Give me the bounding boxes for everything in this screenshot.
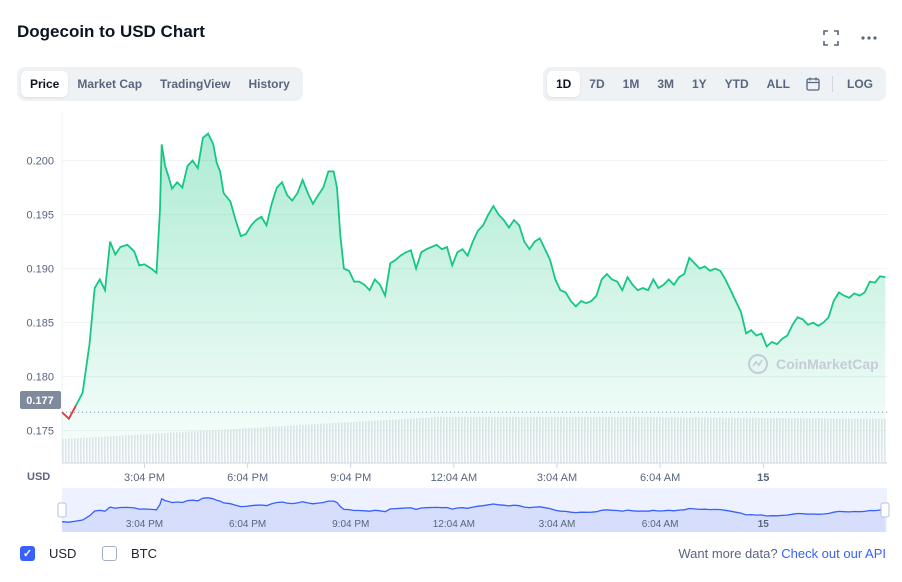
x-tick-label: 6:04 AM — [640, 472, 680, 484]
navigator-right-handle[interactable] — [880, 502, 890, 518]
price-area — [62, 133, 886, 463]
range-ytd[interactable]: YTD — [724, 77, 749, 91]
api-promo-text: Want more data? — [678, 546, 778, 561]
x-tick-label: 15 — [757, 472, 769, 484]
range-3m[interactable]: 3M — [657, 77, 674, 91]
y-axis-unit: USD — [27, 471, 50, 483]
navigator-left-handle[interactable] — [57, 502, 67, 518]
calendar-button[interactable] — [799, 71, 827, 97]
current-price-tag-bg — [20, 391, 61, 409]
log-scale-button[interactable]: LOG — [847, 77, 873, 91]
range-all[interactable]: ALL — [766, 77, 790, 91]
navigator-x-tick-label: 3:04 PM — [126, 519, 163, 530]
x-tick-label: 6:04 PM — [227, 472, 268, 484]
y-tick-label: 0.190 — [26, 264, 54, 276]
calendar-icon — [806, 77, 820, 91]
api-link[interactable]: Check out our API — [781, 546, 886, 561]
price-dip-segment — [61, 405, 77, 421]
chart-type-tabs: Price Market Cap TradingView History — [17, 67, 303, 101]
x-tick-label: 3:04 AM — [537, 472, 577, 484]
btc-checkbox[interactable] — [102, 546, 117, 561]
tab-history[interactable]: History — [248, 77, 290, 91]
currency-toggle-usd[interactable]: ✓ USD — [20, 546, 76, 561]
usd-checkbox[interactable]: ✓ — [20, 546, 35, 561]
navigator-x-tick-label: 15 — [758, 519, 770, 530]
currency-toggle-btc[interactable]: BTC — [102, 546, 157, 561]
more-icon[interactable] — [858, 27, 880, 49]
navigator-x-tick-label: 6:04 PM — [229, 519, 266, 530]
current-price-tag: 0.177 — [26, 395, 54, 407]
x-tick-label: 9:04 PM — [330, 472, 371, 484]
navigator-x-tick-label: 9:04 PM — [332, 519, 369, 530]
api-promo: Want more data? Check out our API — [678, 546, 886, 561]
usd-label: USD — [49, 546, 77, 561]
x-tick-label: 3:04 PM — [124, 472, 165, 484]
range-7d[interactable]: 7D — [589, 77, 605, 91]
navigator-area — [62, 497, 886, 532]
btc-label: BTC — [131, 546, 157, 561]
page-title: Dogecoin to USD Chart — [17, 22, 205, 41]
y-tick-label: 0.185 — [26, 318, 54, 330]
tab-price[interactable]: Price — [21, 71, 69, 97]
toolbar-divider — [832, 76, 833, 92]
navigator-x-tick-label: 3:04 AM — [539, 519, 576, 530]
y-tick-label: 0.200 — [26, 156, 54, 168]
x-tick-label: 12:04 AM — [431, 472, 477, 484]
y-tick-label: 0.175 — [26, 426, 54, 438]
range-1m[interactable]: 1M — [622, 77, 640, 91]
tab-market-cap[interactable]: Market Cap — [77, 77, 143, 91]
navigator-x-tick-label: 12:04 AM — [433, 519, 475, 530]
y-tick-label: 0.180 — [26, 372, 54, 384]
range-navigator[interactable]: 3:04 PM 6:04 PM 9:04 PM 12:04 AM 3:04 AM 6:04… — [57, 488, 890, 532]
fullscreen-icon[interactable] — [820, 27, 842, 49]
watermark: CoinMarketCap — [748, 354, 879, 374]
tab-tradingview[interactable]: TradingView — [160, 77, 231, 91]
range-1d[interactable]: 1D — [546, 71, 581, 97]
navigator-line — [61, 497, 886, 523]
range-1y[interactable]: 1Y — [691, 77, 707, 91]
navigator-x-tick-label: 6:04 AM — [642, 519, 679, 530]
y-tick-label: 0.195 — [26, 210, 54, 222]
price-line — [61, 132, 886, 421]
svg-text:CoinMarketCap: CoinMarketCap — [776, 356, 879, 372]
time-range-tabs: 1D 7D 1M 3M 1Y YTD ALL LOG — [542, 67, 886, 101]
